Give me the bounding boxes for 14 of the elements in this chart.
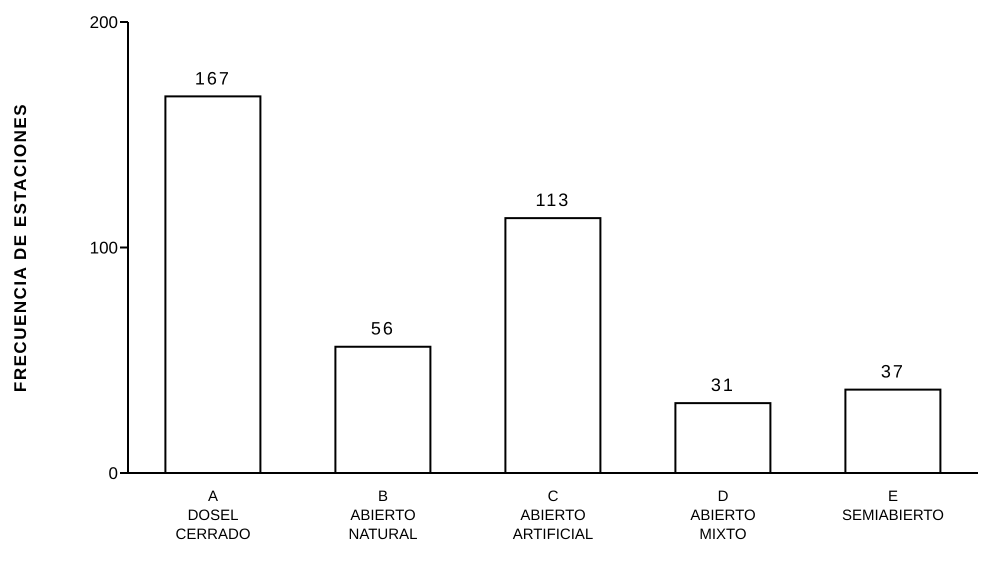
y-tick-label: 100 [90, 238, 118, 258]
data-label: 31 [710, 375, 735, 396]
x-tick-label: E SEMIABIERTO [842, 488, 944, 524]
y-tick-label: 0 [108, 464, 118, 484]
data-label: 37 [880, 362, 905, 382]
data-label: 113 [536, 190, 570, 210]
y-tick-label: 200 [90, 13, 118, 32]
data-label: 167 [194, 68, 231, 88]
x-tick-label: A DOSEL CERRADO [175, 488, 251, 543]
x-tick-label: C ABIERTO ARTIFICIAL [512, 488, 594, 543]
x-tick-label: D ABIERTO MIXTO [690, 488, 756, 543]
x-tick-label: B ABIERTO NATURAL [348, 488, 418, 543]
data-label: 56 [370, 318, 395, 339]
y-axis-title: FRECUENCIA DE ESTACIONES [11, 102, 30, 392]
